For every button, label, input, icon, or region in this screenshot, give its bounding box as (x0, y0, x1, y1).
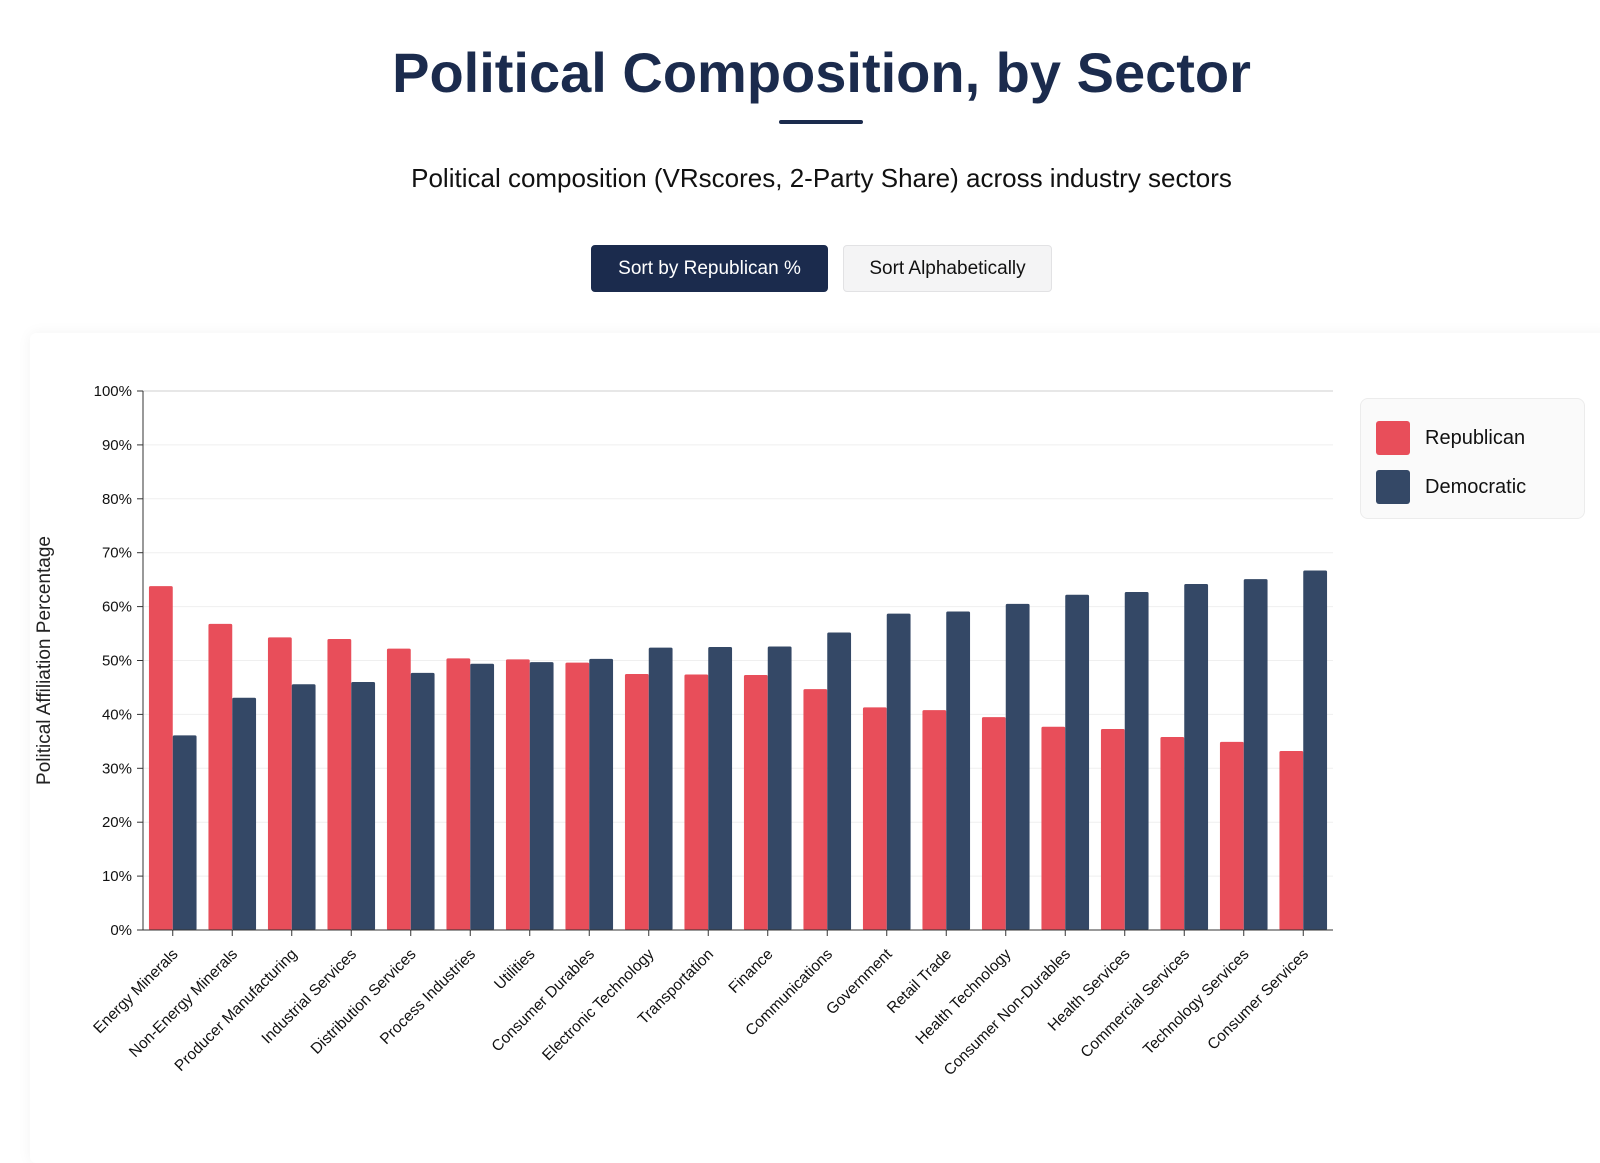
bar-chart: 0% 10% 20% 30% 40% 50% 60% 70% 80% 90% 100% Energy… (34, 383, 1333, 1079)
bar-republican-health-technology[interactable] (981, 717, 1006, 930)
bar-democratic-industrial-services[interactable] (351, 682, 376, 930)
bar-democratic-non-energy-minerals[interactable] (232, 697, 257, 930)
y-tick-label: 20% (102, 814, 132, 831)
x-tick-label: Non-Energy Minerals (126, 946, 241, 1061)
bar-democratic-electronic-technology[interactable] (648, 647, 673, 930)
bar-democratic-process-industries[interactable] (470, 663, 495, 930)
x-tick-label: Commercial Services (1078, 946, 1194, 1062)
bar-democratic-energy-minerals[interactable] (172, 735, 197, 930)
bar-republican-process-industries[interactable] (446, 658, 471, 930)
bar-democratic-health-services[interactable] (1124, 592, 1149, 930)
bar-republican-consumer-services[interactable] (1279, 751, 1304, 930)
bar-democratic-government[interactable] (886, 613, 911, 930)
x-tick-label: Electronic Technology (539, 946, 658, 1065)
y-tick-label: 10% (102, 868, 132, 885)
y-tick-label: 60% (102, 599, 132, 616)
bar-democratic-consumer-services[interactable] (1303, 570, 1328, 930)
bar-republican-electronic-technology[interactable] (624, 673, 649, 930)
bar-republican-transportation[interactable] (684, 674, 709, 930)
sort-alphabetically-button[interactable]: Sort Alphabetically (843, 245, 1052, 292)
bar-republican-technology-services[interactable] (1219, 741, 1244, 930)
bar-democratic-retail-trade[interactable] (946, 611, 971, 930)
legend-swatch-democratic (1376, 470, 1410, 504)
bar-democratic-consumer-non-durables[interactable] (1065, 594, 1090, 930)
bar-republican-industrial-services[interactable] (327, 638, 352, 930)
bar-democratic-finance[interactable] (767, 646, 792, 930)
axes: 0% 10% 20% 30% 40% 50% 60% 70% 80% 90% 100% (94, 383, 1333, 939)
bar-democratic-consumer-durables[interactable] (589, 658, 614, 930)
bar-republican-energy-minerals[interactable] (148, 586, 173, 930)
bar-democratic-technology-services[interactable] (1243, 579, 1268, 930)
bars (148, 570, 1328, 930)
bar-republican-consumer-durables[interactable] (565, 662, 590, 930)
y-axis-label: Political Affiliation Percentage (34, 536, 55, 785)
x-tick-label: Consumer Durables (489, 946, 599, 1056)
y-tick-label: 0% (110, 922, 132, 939)
y-tick-label: 40% (102, 706, 132, 723)
page-title: Political Composition, by Sector (392, 41, 1251, 104)
x-tick-label: Technology Services (1140, 946, 1253, 1059)
title-underline (779, 120, 863, 124)
chart-card: 0% 10% 20% 30% 40% 50% 60% 70% 80% 90% 100% Energy… (30, 333, 1600, 1163)
x-tick-label: Producer Manufacturing (172, 946, 301, 1075)
bar-republican-distribution-services[interactable] (386, 648, 411, 930)
x-tick-label: Distribution Services (308, 946, 420, 1058)
bar-democratic-utilities[interactable] (529, 662, 554, 930)
bar-democratic-commercial-services[interactable] (1184, 583, 1209, 930)
legend-item-democratic: Democratic (1376, 470, 1526, 504)
y-tick-label: 70% (102, 545, 132, 562)
grid-lines (143, 390, 1333, 877)
bar-republican-communications[interactable] (803, 689, 828, 930)
bar-republican-utilities[interactable] (505, 659, 530, 930)
bar-republican-non-energy-minerals[interactable] (208, 623, 233, 930)
page-subtitle: Political composition (VRscores, 2-Party… (411, 163, 1232, 193)
bar-republican-health-services[interactable] (1100, 728, 1125, 930)
legend-swatch-republican (1376, 421, 1410, 455)
legend: Republican Democratic (1360, 398, 1585, 519)
y-tick-label: 80% (102, 491, 132, 508)
bar-republican-government[interactable] (862, 707, 887, 930)
bar-democratic-producer-manufacturing[interactable] (291, 684, 316, 930)
bar-democratic-distribution-services[interactable] (410, 672, 435, 930)
sort-republican-button[interactable]: Sort by Republican % (591, 245, 828, 292)
x-tick-label: Finance (726, 946, 777, 997)
bar-republican-producer-manufacturing[interactable] (267, 637, 292, 930)
y-tick-label: 100% (94, 383, 132, 400)
y-tick-label: 30% (102, 760, 132, 777)
bar-democratic-health-technology[interactable] (1005, 603, 1030, 930)
bar-republican-commercial-services[interactable] (1160, 737, 1185, 930)
bar-republican-finance[interactable] (743, 675, 768, 930)
bar-democratic-communications[interactable] (827, 632, 852, 930)
bar-republican-retail-trade[interactable] (922, 710, 947, 930)
legend-label-democratic: Democratic (1425, 475, 1527, 498)
x-tick-label: Consumer Services (1204, 946, 1312, 1054)
bar-democratic-transportation[interactable] (708, 647, 733, 930)
y-tick-label: 50% (102, 653, 132, 670)
bar-republican-consumer-non-durables[interactable] (1041, 726, 1066, 930)
legend-item-republican: Republican (1376, 421, 1525, 455)
x-tick-label: Utilities (491, 946, 539, 994)
legend-label-republican: Republican (1425, 426, 1526, 449)
y-tick-label: 90% (102, 437, 132, 454)
